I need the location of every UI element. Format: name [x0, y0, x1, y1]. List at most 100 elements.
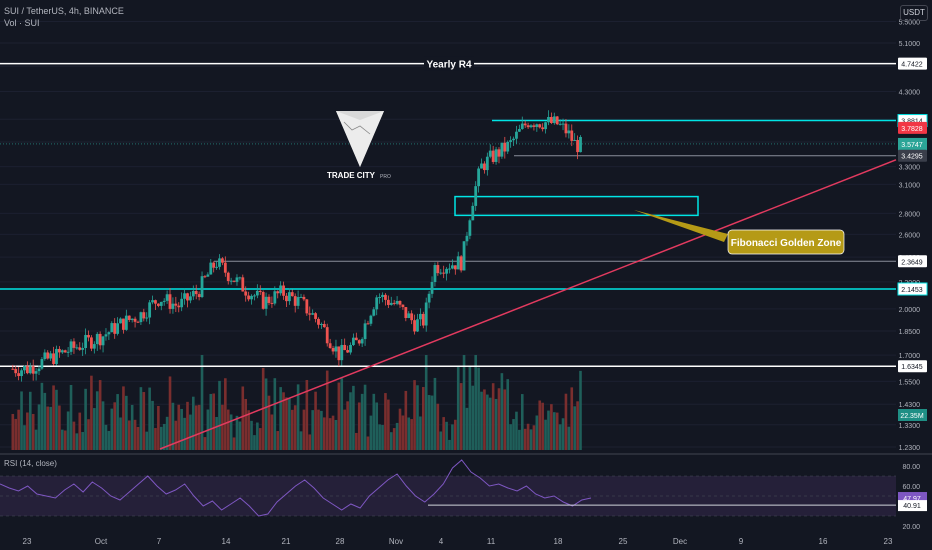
candle-body	[544, 122, 547, 130]
candle-body	[337, 346, 341, 361]
volume-bar	[317, 409, 320, 450]
volume-bar	[331, 415, 335, 450]
candle-body	[357, 340, 361, 344]
level-label-bg	[424, 56, 474, 71]
candle-body	[241, 277, 245, 292]
candle-body	[171, 303, 175, 309]
volume-bar	[98, 380, 102, 450]
volume-bar	[20, 391, 23, 450]
candle-body	[267, 296, 271, 303]
candle-body	[43, 352, 47, 360]
candle-body	[340, 344, 344, 361]
trendline	[159, 159, 897, 450]
candle-body	[456, 256, 460, 270]
candle-body	[55, 348, 58, 364]
time-tick-label: 14	[222, 537, 231, 546]
candle-body	[90, 337, 93, 349]
candle-body	[72, 341, 76, 348]
volume-bar	[250, 420, 253, 450]
candle-body	[433, 265, 437, 283]
volume-bar	[421, 387, 425, 450]
volume-bar	[480, 391, 483, 450]
volume-bar	[320, 410, 323, 450]
volume-tag-bg	[898, 409, 927, 421]
candle-body	[40, 359, 44, 369]
volume-bar	[369, 415, 373, 450]
price-tick-label: 3.3000	[899, 165, 921, 172]
volume-bar	[477, 367, 480, 450]
volume-bar	[40, 382, 44, 450]
price-tag-1-6345: 1.6345	[901, 364, 923, 371]
volume-bar	[26, 412, 29, 450]
candle-body	[468, 220, 472, 236]
volume-bar	[212, 393, 215, 450]
volume-bar	[49, 406, 52, 450]
volume-bar	[372, 393, 376, 450]
volume-bar	[87, 419, 90, 450]
currency-button[interactable]: USDT	[900, 5, 928, 21]
candle-body	[509, 140, 513, 142]
candle-body	[60, 350, 64, 353]
volume-bar	[159, 426, 163, 450]
volume-bar	[130, 404, 134, 450]
volume-bar	[142, 392, 146, 450]
volume-bar	[235, 415, 239, 450]
candle-body	[186, 293, 189, 301]
price-tick-label: 1.3300	[899, 423, 921, 430]
logo-text: TRADE CITY	[327, 171, 376, 180]
volume-bar	[273, 378, 277, 450]
volume-bar	[189, 414, 192, 450]
fibonacci-zone-box	[454, 195, 699, 217]
volume-bar	[427, 395, 431, 450]
trade-city-logo	[336, 111, 384, 167]
volume-bar	[465, 407, 469, 450]
volume-bar	[282, 392, 285, 450]
volume-bar	[78, 412, 82, 450]
candle-body	[87, 334, 90, 338]
price-tick-label: 3.1000	[899, 182, 921, 189]
candle-body	[165, 294, 169, 301]
candle-body	[101, 336, 105, 346]
volume-bar	[337, 382, 341, 450]
volume-bar	[401, 415, 405, 450]
candle-body	[378, 297, 382, 299]
volume-bar	[229, 414, 233, 450]
volume-bar	[468, 366, 472, 450]
candle-body	[395, 300, 399, 304]
time-tick-label: 16	[819, 537, 828, 546]
candle-body	[465, 235, 469, 242]
volume-bar	[107, 430, 111, 450]
rsi-current-tag-bg	[898, 492, 927, 504]
candle-body	[28, 366, 32, 374]
candle-body	[520, 123, 524, 129]
volume-bar	[561, 418, 565, 450]
candle-body	[151, 300, 154, 303]
candle-body	[183, 293, 186, 299]
volume-bar	[579, 370, 582, 450]
candle-body	[308, 313, 312, 315]
candle-body	[110, 323, 114, 333]
volume-bar	[363, 384, 367, 450]
time-tick-label: Nov	[389, 537, 403, 546]
candle-body	[451, 265, 454, 269]
volume-bar	[288, 398, 291, 450]
volume-bar	[90, 375, 93, 450]
candle-body	[485, 156, 489, 171]
volume-bar	[430, 395, 434, 450]
candle-body	[11, 368, 15, 370]
candle-body	[250, 295, 253, 300]
volume-bar	[224, 378, 227, 450]
volume-bar	[84, 388, 87, 450]
time-tick-label: 23	[884, 537, 893, 546]
candle-body	[194, 290, 198, 295]
volume-bar	[474, 355, 477, 450]
candle-body	[113, 323, 117, 334]
candle-body	[34, 371, 38, 374]
candle-body	[532, 125, 536, 127]
volume-bar	[253, 435, 256, 450]
rsi-tick-label: 80.00	[902, 464, 920, 471]
candle-body	[188, 296, 192, 301]
time-tick-label: 4	[439, 537, 444, 546]
price-tick-label: 1.4300	[899, 402, 921, 409]
